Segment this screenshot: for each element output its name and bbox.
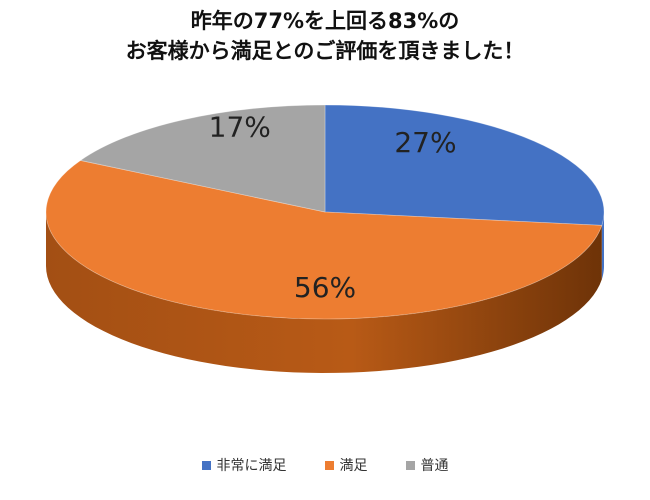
legend-label-very-satisfied: 非常に満足 <box>216 458 287 474</box>
pie-slice-neutral <box>79 104 326 213</box>
legend: 非常に満足 満足 普通 <box>0 455 650 475</box>
data-label-neutral: 17% <box>209 111 271 144</box>
legend-swatch-neutral <box>405 460 415 470</box>
pie-sides <box>46 212 604 373</box>
title-line-1: 昨年の77%を上回る83%の <box>190 9 460 33</box>
data-label-very-satisfied: 27% <box>394 126 456 159</box>
legend-item-very-satisfied: 非常に満足 <box>201 455 287 475</box>
pie-side-satisfied <box>46 212 602 373</box>
legend-swatch-very-satisfied <box>201 460 211 470</box>
legend-item-neutral: 普通 <box>405 455 449 475</box>
legend-label-satisfied: 満足 <box>339 458 368 474</box>
pie-slice-satisfied <box>45 160 603 320</box>
legend-label-neutral: 普通 <box>420 458 449 474</box>
legend-swatch-satisfied <box>324 460 334 470</box>
pie-slices <box>45 104 605 320</box>
pie-labels: 27% 56% 17% <box>209 111 457 304</box>
chart-title: 昨年の77%を上回る83%の お客様から満足とのご評価を頂きました！ <box>0 6 650 66</box>
data-label-satisfied: 56% <box>294 271 356 304</box>
pie-side-very-satisfied <box>601 212 604 280</box>
title-line-2: お客様から満足とのご評価を頂きました！ <box>125 39 525 63</box>
pie-slice-very-satisfied <box>324 104 605 226</box>
legend-item-satisfied: 満足 <box>324 455 368 475</box>
